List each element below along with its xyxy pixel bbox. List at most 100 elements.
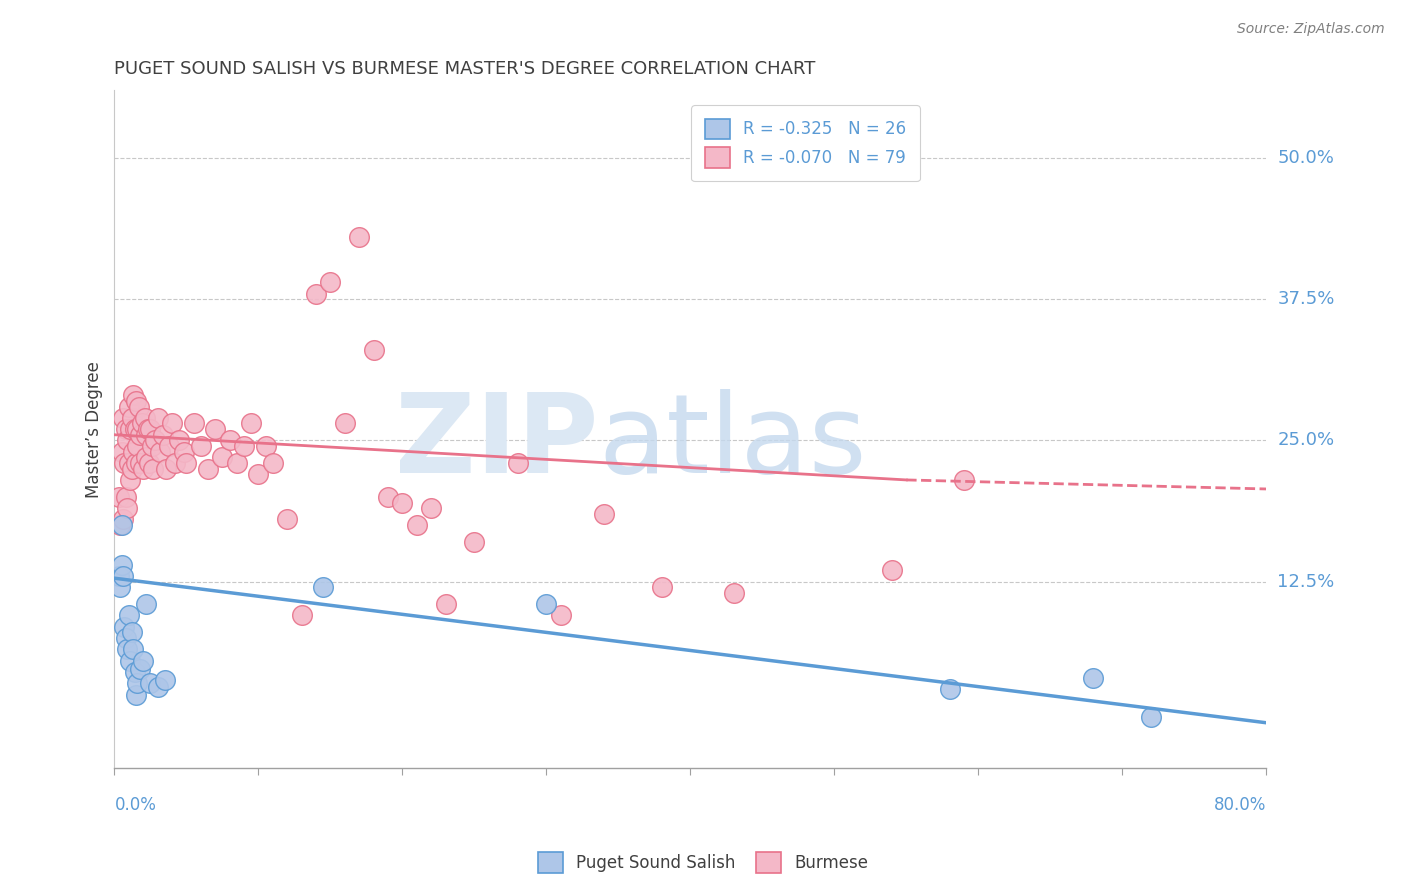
Point	[434, 597, 457, 611]
Text: ZIP: ZIP	[395, 389, 598, 496]
Point	[1140, 710, 1163, 724]
Point	[107, 569, 129, 583]
Point	[183, 417, 205, 431]
Point	[117, 434, 139, 448]
Point	[124, 422, 146, 436]
Point	[121, 461, 143, 475]
Point	[115, 490, 138, 504]
Point	[120, 654, 142, 668]
Point	[125, 688, 148, 702]
Point	[312, 580, 335, 594]
Point	[136, 422, 159, 436]
Point	[121, 410, 143, 425]
Point	[125, 393, 148, 408]
Point	[240, 417, 263, 431]
Point	[139, 676, 162, 690]
Point	[127, 439, 149, 453]
Point	[363, 343, 385, 357]
Point	[108, 580, 131, 594]
Point	[146, 410, 169, 425]
Text: 12.5%: 12.5%	[1278, 573, 1334, 591]
Point	[120, 473, 142, 487]
Point	[291, 608, 314, 623]
Point	[110, 444, 132, 458]
Point	[124, 665, 146, 679]
Text: 37.5%: 37.5%	[1278, 290, 1334, 309]
Point	[112, 410, 135, 425]
Point	[112, 512, 135, 526]
Point	[262, 456, 284, 470]
Point	[135, 450, 157, 465]
Point	[723, 586, 745, 600]
Y-axis label: Master’s Degree: Master’s Degree	[86, 360, 103, 498]
Point	[276, 512, 298, 526]
Legend: Puget Sound Salish, Burmese: Puget Sound Salish, Burmese	[531, 846, 875, 880]
Point	[135, 427, 157, 442]
Point	[128, 400, 150, 414]
Text: Source: ZipAtlas.com: Source: ZipAtlas.com	[1237, 22, 1385, 37]
Point	[139, 422, 162, 436]
Point	[112, 569, 135, 583]
Point	[118, 400, 141, 414]
Point	[138, 456, 160, 470]
Point	[391, 495, 413, 509]
Point	[197, 461, 219, 475]
Point	[141, 439, 163, 453]
Point	[127, 676, 149, 690]
Point	[127, 422, 149, 436]
Point	[211, 450, 233, 465]
Point	[1083, 671, 1105, 685]
Point	[167, 434, 190, 448]
Point	[176, 456, 198, 470]
Point	[132, 654, 155, 668]
Text: atlas: atlas	[598, 389, 866, 496]
Point	[129, 661, 152, 675]
Point	[218, 434, 240, 448]
Point	[506, 456, 529, 470]
Text: PUGET SOUND SALISH VS BURMESE MASTER'S DEGREE CORRELATION CHART: PUGET SOUND SALISH VS BURMESE MASTER'S D…	[114, 60, 815, 78]
Point	[593, 507, 616, 521]
Text: 50.0%: 50.0%	[1278, 149, 1334, 167]
Point	[247, 467, 270, 482]
Point	[131, 417, 153, 431]
Point	[333, 417, 356, 431]
Point	[122, 642, 145, 657]
Point	[405, 518, 427, 533]
Point	[110, 558, 132, 572]
Point	[155, 461, 177, 475]
Point	[135, 597, 157, 611]
Point	[110, 518, 132, 533]
Point	[938, 681, 960, 696]
Point	[120, 422, 142, 436]
Point	[305, 286, 328, 301]
Point	[117, 642, 139, 657]
Point	[225, 456, 247, 470]
Text: 0.0%: 0.0%	[114, 797, 156, 814]
Point	[132, 461, 155, 475]
Point	[122, 444, 145, 458]
Point	[129, 456, 152, 470]
Point	[880, 563, 903, 577]
Point	[114, 620, 136, 634]
Point	[651, 580, 673, 594]
Point	[118, 608, 141, 623]
Point	[319, 275, 342, 289]
Point	[149, 444, 172, 458]
Point	[254, 439, 277, 453]
Point	[536, 597, 558, 611]
Point	[118, 456, 141, 470]
Point	[163, 456, 186, 470]
Point	[463, 535, 485, 549]
Point	[377, 490, 399, 504]
Point	[125, 456, 148, 470]
Point	[152, 427, 174, 442]
Point	[122, 388, 145, 402]
Point	[108, 518, 131, 533]
Point	[114, 456, 136, 470]
Point	[550, 608, 572, 623]
Point	[173, 444, 195, 458]
Point	[134, 410, 156, 425]
Point	[115, 422, 138, 436]
Point	[121, 625, 143, 640]
Point	[190, 439, 212, 453]
